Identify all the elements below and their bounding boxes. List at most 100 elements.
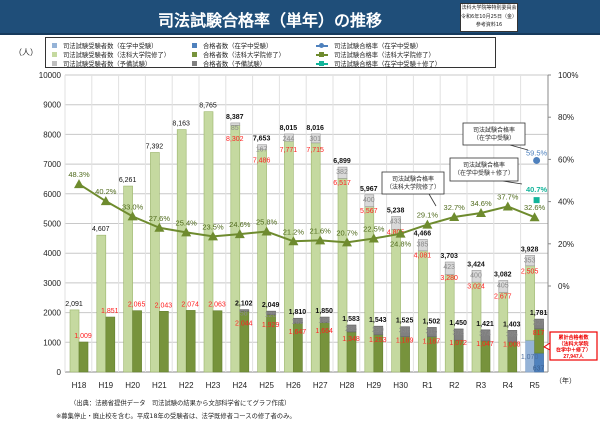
- ref-line: 参考資料16: [475, 22, 503, 28]
- callout-pointer: [428, 193, 437, 207]
- passer-preliminary-label: 290: [372, 327, 384, 334]
- examinee-preliminary-label: 405: [497, 282, 509, 289]
- cumulative-note-text: 27,947人: [563, 353, 584, 360]
- examinee-graduates-label: 5,567: [360, 208, 378, 215]
- passer-bar-preliminary: [453, 328, 464, 341]
- legend-label: 司法試験合格率（法科大学院修了）: [334, 52, 435, 59]
- pass-rate-label: 24.6%: [229, 220, 251, 229]
- x-tick-label: R1: [422, 381, 433, 390]
- x-tick-label: H29: [366, 381, 381, 390]
- callout-text: 司法試験合格率: [473, 126, 515, 134]
- pass-rate-label: 24.8%: [390, 240, 412, 249]
- passer-total-label: 2,043: [155, 302, 173, 309]
- legend-item: 合格者数（在学中受験）: [192, 41, 272, 50]
- legend-item: 司法試験受験者数（在学中受験）: [52, 41, 157, 50]
- callout-text: 司法試験合格率: [463, 161, 505, 169]
- examinee-total-label: 8,163: [172, 121, 190, 128]
- pass-rate-label: 37.7%: [497, 192, 519, 201]
- examinee-bar-graduates: [176, 129, 187, 373]
- examinee-bar-graduates: [230, 125, 241, 373]
- passer-preliminary-label: 327: [533, 320, 545, 327]
- examinee-total-label: 5,238: [387, 207, 405, 214]
- passer-graduates-label: 1,348: [342, 336, 360, 343]
- examinee-preliminary-label: 433: [390, 218, 402, 225]
- passer-total-label: 1,502: [423, 318, 441, 325]
- passer-bar-graduates: [78, 341, 89, 373]
- passer-graduates-label: 2,044: [235, 321, 253, 328]
- pass-rate-marker-triangle: [502, 201, 513, 211]
- examinee-bar-preliminary: [471, 270, 482, 283]
- y-tick-label: 2000: [43, 309, 61, 318]
- pass-rate-label: 40.2%: [95, 187, 117, 196]
- passer-total-label: 2,063: [208, 302, 226, 309]
- callout-box: [449, 157, 519, 182]
- passer-bar-graduates: [132, 310, 142, 373]
- legend-item: 司法試験合格率（在学中受験＋修了）: [316, 59, 441, 68]
- passer-bar-graduates: [212, 310, 223, 373]
- callout-text: （在学中受験）: [473, 134, 515, 142]
- examinee-graduates-label: 7,715: [306, 147, 324, 154]
- callout-box: [462, 122, 526, 146]
- pass-rate-label: 22.5%: [363, 225, 385, 234]
- x-tick-label: H25: [259, 381, 274, 390]
- y-tick-label: 7000: [43, 160, 61, 169]
- y2-tick-label: 80%: [558, 113, 574, 122]
- passer-total-label: 1,850: [315, 308, 333, 315]
- pass-rate-marker-triangle: [208, 231, 218, 241]
- passer-graduates-label: 1,664: [315, 328, 333, 335]
- pass-rate-label: 32.7%: [444, 203, 466, 212]
- legend-label: 司法試験合格率（在学中受験）: [334, 43, 423, 50]
- callout-pointer: [509, 144, 529, 151]
- pass-rate-label: 20.7%: [336, 228, 358, 237]
- examinee-preliminary-label: 85: [231, 125, 239, 132]
- y2-tick-label: 20%: [558, 240, 574, 249]
- examinee-bar-preliminary: [391, 216, 401, 230]
- passer-bar-graduates: [159, 311, 169, 373]
- examinee-total-label: 5,967: [360, 186, 378, 193]
- y-axis-unit: （人）: [14, 48, 38, 57]
- passer-graduates-label: 1,929: [262, 322, 280, 329]
- examinee-graduates-label: 4,081: [414, 252, 432, 259]
- legend-swatch-icon: [52, 61, 57, 66]
- x-tick-label: H19: [98, 381, 113, 390]
- examinee-bar-graduates: [96, 234, 107, 373]
- x-tick-label: R5: [529, 381, 540, 390]
- passer-bar-preliminary: [400, 326, 410, 337]
- examinee-preliminary-label: 353: [524, 257, 536, 264]
- passer-graduates-label: 817: [533, 330, 545, 337]
- pass-rate-label: 23.5%: [202, 222, 224, 231]
- callout-text: （法科大学院修了）: [386, 183, 440, 191]
- passer-total-label: 1,583: [342, 316, 360, 323]
- passer-preliminary-label: 336: [399, 328, 411, 335]
- examinee-graduates-label: 4,805: [387, 229, 405, 236]
- passer-in-school-label: 637: [533, 366, 545, 373]
- examinee-bar-graduates: [203, 111, 214, 373]
- pass-rate-in-school-marker: [533, 156, 541, 164]
- pass-rate-marker-triangle: [529, 212, 540, 222]
- passer-graduates-label: 1,647: [289, 329, 307, 336]
- examinee-preliminary-label: 423: [443, 264, 455, 271]
- footnote: ※募集停止・廃止校を含む。平成18年の受験者は、法学既修者コースの修了者のみ。: [56, 413, 296, 420]
- examinee-bar-preliminary: [310, 133, 321, 144]
- examinee-bar-graduates: [310, 142, 321, 373]
- examinee-bar-preliminary: [257, 144, 267, 150]
- legend-item: 合格者数（予備試験）: [192, 59, 266, 68]
- pass-rate-marker-triangle: [395, 228, 406, 238]
- pass-rate-graduates-line: [78, 183, 535, 244]
- examinee-bar-graduates: [257, 149, 267, 373]
- examinee-graduates-label: 6,517: [333, 180, 351, 187]
- examinee-preliminary-label: 400: [363, 197, 375, 204]
- passer-total-label: 2,102: [235, 301, 253, 308]
- passer-graduates-label: 1,253: [369, 337, 387, 344]
- legend-swatch-icon: [52, 43, 57, 48]
- examinee-bar-preliminary: [364, 194, 375, 207]
- passer-graduates-label: 1,047: [476, 341, 494, 348]
- examinee-total-label: 6,261: [119, 177, 137, 184]
- pass-rate-label: 34.6%: [470, 199, 492, 208]
- examinee-preliminary-label: 167: [256, 147, 268, 154]
- y-tick-label: 3000: [43, 279, 61, 288]
- pass-rate-marker-triangle: [261, 226, 272, 236]
- examinee-bar-preliminary: [498, 280, 509, 293]
- ref-line: 令和6年10月25日（金）: [461, 13, 517, 20]
